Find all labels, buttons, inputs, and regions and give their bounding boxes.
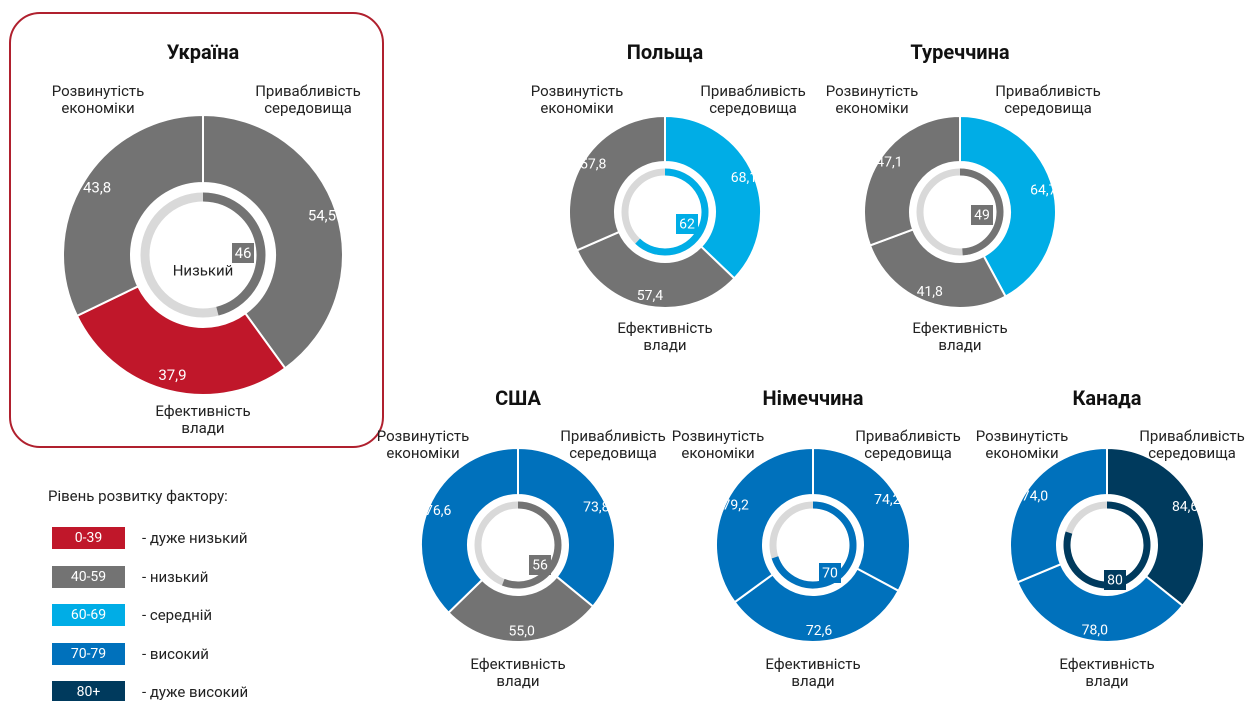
total-label: 49 bbox=[974, 208, 990, 224]
category-label: Привабливість середовища bbox=[255, 82, 361, 117]
value-label: 43,8 bbox=[83, 178, 111, 196]
donut-segment bbox=[202, 113, 344, 370]
inner-ring-arc bbox=[501, 501, 562, 589]
donut-segment bbox=[568, 114, 666, 252]
category-label: Ефективність влади bbox=[470, 655, 566, 690]
legend-label: - дуже низький bbox=[142, 529, 248, 547]
legend-title: Рівень розвитку фактору: bbox=[48, 487, 228, 505]
value-label: 55,0 bbox=[509, 623, 535, 639]
donut-segment bbox=[1106, 446, 1205, 608]
total-label: 70 bbox=[822, 566, 838, 582]
value-label: 74,0 bbox=[1022, 489, 1048, 505]
legend-label: - дуже високий bbox=[142, 683, 249, 701]
chart-title: Україна bbox=[166, 40, 240, 64]
donut-segment bbox=[447, 575, 595, 643]
inner-ring-arc bbox=[202, 192, 266, 316]
category-label: Розвинутість економіки bbox=[51, 82, 145, 117]
inner-ring-arc bbox=[1063, 501, 1151, 589]
category-label: Привабливість середовища bbox=[855, 427, 961, 462]
category-label: Привабливість середовища bbox=[560, 427, 666, 462]
donut-segment bbox=[863, 114, 961, 247]
legend-swatch: 40-59 bbox=[52, 565, 125, 588]
donut-segment bbox=[1016, 562, 1185, 643]
donut-segment bbox=[868, 228, 1007, 309]
donut-segment bbox=[420, 446, 519, 615]
value-label: 57,4 bbox=[637, 288, 663, 304]
category-label: Ефективність влади bbox=[1059, 655, 1155, 690]
legend-label: - низький bbox=[142, 567, 209, 586]
donut-segment bbox=[715, 446, 814, 604]
value-label: 78,0 bbox=[1082, 623, 1108, 639]
value-label: 84,6 bbox=[1172, 499, 1198, 515]
total-box bbox=[676, 214, 698, 234]
category-label: Розвинутість економіки bbox=[671, 427, 765, 462]
value-label: 74,2 bbox=[874, 492, 900, 508]
category-label: Ефективність влади bbox=[617, 319, 713, 354]
chart-title: США bbox=[495, 386, 541, 410]
total-label: 56 bbox=[532, 558, 548, 574]
legend-label: - середній bbox=[142, 606, 213, 624]
highlight-frame bbox=[9, 12, 384, 448]
value-label: 57,8 bbox=[580, 157, 606, 173]
total-box bbox=[971, 205, 993, 225]
chart-title: Польща bbox=[626, 40, 704, 64]
donut-segment bbox=[75, 284, 287, 396]
category-label: Ефективність влади bbox=[765, 655, 861, 690]
legend-swatch: 60-69 bbox=[52, 604, 125, 626]
donut-segment bbox=[1009, 446, 1108, 584]
category-label: Привабливість середовища bbox=[1139, 427, 1245, 462]
value-label: 41,8 bbox=[917, 284, 943, 300]
value-label: 73,8 bbox=[583, 500, 609, 516]
value-label: 79,2 bbox=[723, 497, 749, 513]
inner-ring-arc bbox=[771, 501, 857, 589]
category-label: Розвинутість економіки bbox=[975, 427, 1069, 462]
inner-ring-arc bbox=[635, 168, 709, 256]
category-label: Ефективність влади bbox=[155, 402, 251, 437]
value-label: 37,9 bbox=[158, 366, 186, 384]
value-label: 47,1 bbox=[876, 155, 902, 171]
donut-segment bbox=[812, 446, 911, 593]
chart-title: Канада bbox=[1072, 386, 1142, 410]
value-label: 68,1 bbox=[731, 170, 757, 186]
category-label: Привабливість середовища bbox=[995, 82, 1101, 117]
legend-swatch: 0-39 bbox=[52, 527, 125, 549]
total-box bbox=[819, 563, 841, 583]
donut-segment bbox=[575, 230, 736, 309]
donut-segment bbox=[62, 113, 204, 318]
category-label: Розвинутість економіки bbox=[376, 427, 470, 462]
category-label: Привабливість середовища bbox=[700, 82, 806, 117]
value-label: 76,6 bbox=[425, 503, 451, 519]
total-label: 80 bbox=[1107, 573, 1123, 589]
total-box bbox=[1104, 570, 1126, 590]
category-label: Розвинутість економіки bbox=[825, 82, 919, 117]
total-label: 46 bbox=[235, 244, 252, 262]
donut-segment bbox=[959, 114, 1057, 298]
inner-ring-arc bbox=[959, 168, 1004, 256]
donut-segment bbox=[664, 114, 762, 280]
donut-segment bbox=[517, 446, 616, 608]
chart-title: Німеччина bbox=[762, 386, 864, 410]
donut-segment bbox=[733, 567, 900, 643]
legend-swatch: 80+ bbox=[52, 681, 125, 701]
total-box bbox=[232, 243, 254, 263]
category-label: Ефективність влади bbox=[912, 319, 1008, 354]
category-label: Розвинутість економіки bbox=[530, 82, 624, 117]
level-label: Низький bbox=[172, 261, 234, 280]
total-box bbox=[529, 555, 551, 575]
total-label: 62 bbox=[679, 217, 695, 233]
chart-title: Туреччина bbox=[910, 40, 1010, 64]
legend-label: - високий bbox=[142, 644, 209, 663]
value-label: 54,5 bbox=[308, 206, 336, 224]
legend-swatch: 70-79 bbox=[52, 642, 125, 665]
value-label: 72,6 bbox=[806, 623, 832, 639]
value-label: 64,7 bbox=[1030, 183, 1056, 199]
